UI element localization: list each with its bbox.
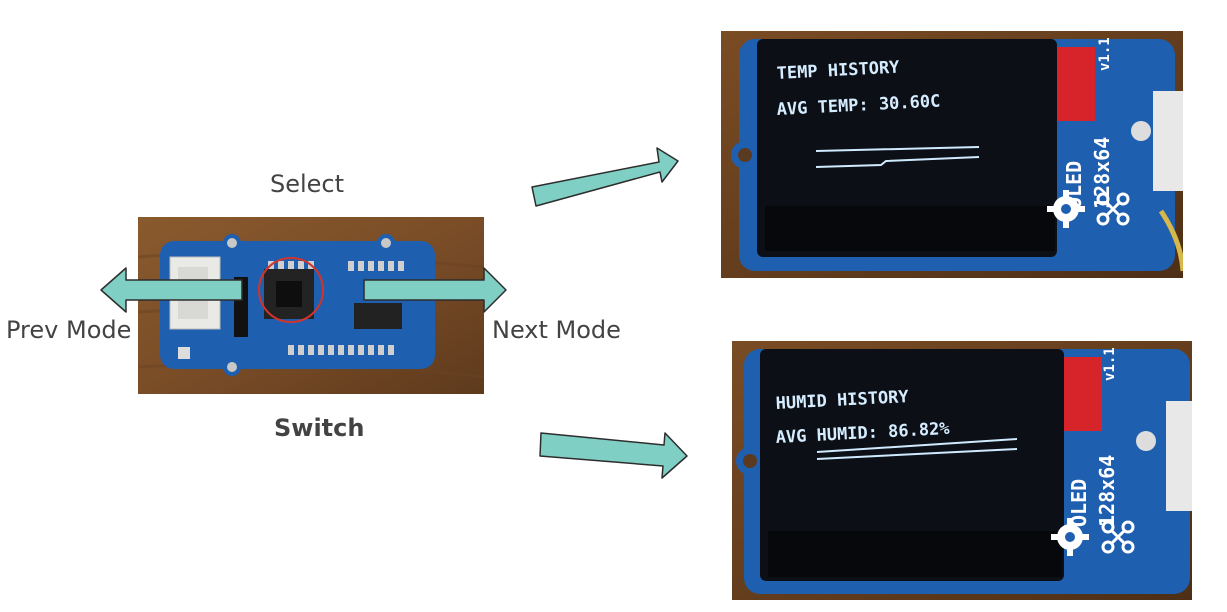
- arrow-to-temp-display: [531, 147, 679, 207]
- oled-screen: [760, 349, 1064, 581]
- board-version: v1.1: [1102, 347, 1118, 381]
- seeed-gear-logo: [1047, 190, 1085, 228]
- temp-history-plot: [815, 146, 980, 168]
- seeed-gear-logo: [1051, 518, 1089, 556]
- switch-label: Switch: [274, 414, 365, 442]
- board-version: v1.1: [1097, 37, 1113, 71]
- select-label: Select: [270, 170, 345, 198]
- next-mode-label: Next Mode: [492, 316, 621, 344]
- red-circle-highlight: [258, 257, 324, 323]
- oled-temp-photo: TEMP HISTORY AVG TEMP: 30.60C v1.1 OLED …: [721, 31, 1183, 278]
- humid-history-plot: [816, 438, 1018, 460]
- board-res: 128x64: [1090, 137, 1114, 209]
- oled-humid-photo: HUMID HISTORY AVG HUMID: 86.82% v1.1 OLE…: [732, 341, 1192, 600]
- ic-chip: [354, 303, 402, 329]
- next-mode-arrow: [363, 267, 507, 313]
- prev-mode-label: Prev Mode: [6, 316, 132, 344]
- arrow-to-humid-display: [539, 432, 688, 479]
- grove-node-logo: [1101, 520, 1135, 554]
- switch-board-photo: [138, 217, 484, 394]
- board-res: 128x64: [1095, 455, 1119, 527]
- prev-mode-arrow: [100, 267, 243, 313]
- grove-node-logo: [1096, 192, 1130, 226]
